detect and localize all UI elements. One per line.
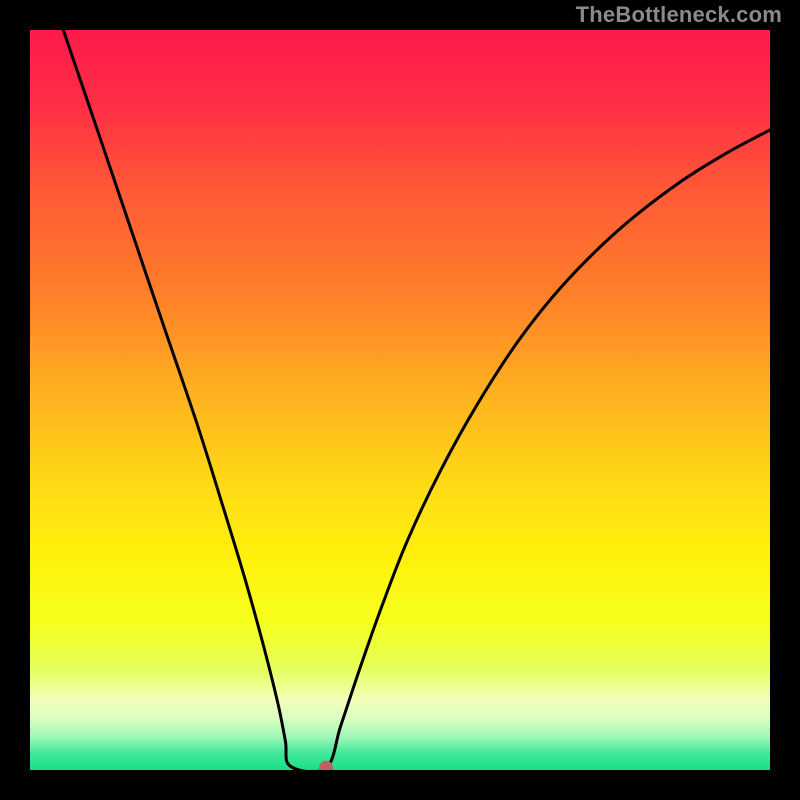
plot-area (30, 30, 770, 770)
watermark-text: TheBottleneck.com (576, 2, 782, 28)
gradient-background (30, 30, 770, 770)
chart-frame: TheBottleneck.com (0, 0, 800, 800)
plot-svg (30, 30, 770, 770)
